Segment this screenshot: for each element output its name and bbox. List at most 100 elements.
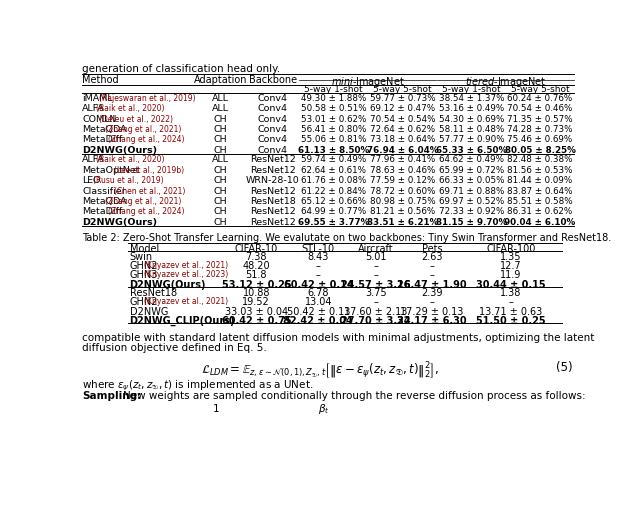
Text: Adaptation: Adaptation xyxy=(193,75,247,85)
Text: 61.76 ± 0.08%: 61.76 ± 0.08% xyxy=(301,176,367,185)
Text: Conv4: Conv4 xyxy=(258,94,288,103)
Text: (5): (5) xyxy=(556,361,573,373)
Text: (Zhang et al., 2021): (Zhang et al., 2021) xyxy=(105,125,182,134)
Text: 2.39: 2.39 xyxy=(421,288,443,298)
Text: –: – xyxy=(373,297,378,307)
Text: 49.30 ± 1.88%: 49.30 ± 1.88% xyxy=(301,94,367,103)
Text: 2.63: 2.63 xyxy=(421,252,443,262)
Text: Model: Model xyxy=(129,244,159,253)
Text: (Baik et al., 2020): (Baik et al., 2020) xyxy=(95,156,164,165)
Text: CH: CH xyxy=(214,176,227,185)
Text: 76.94 ± 6.04%: 76.94 ± 6.04% xyxy=(367,145,438,155)
Text: 77.59 ± 0.12%: 77.59 ± 0.12% xyxy=(370,176,435,185)
Text: 80.98 ± 0.75%: 80.98 ± 0.75% xyxy=(370,197,436,206)
Text: –: – xyxy=(316,270,321,280)
Text: 56.41 ± 0.80%: 56.41 ± 0.80% xyxy=(301,125,367,134)
Text: 73.18 ± 0.64%: 73.18 ± 0.64% xyxy=(370,135,435,144)
Text: diffusion objective defined in Eq. 5.: diffusion objective defined in Eq. 5. xyxy=(83,343,267,353)
Text: 90.04 ± 6.10%: 90.04 ± 6.10% xyxy=(504,218,575,227)
Text: 81.15 ± 9.70%: 81.15 ± 9.70% xyxy=(436,218,508,227)
Text: (Baik et al., 2020): (Baik et al., 2020) xyxy=(95,104,164,113)
Text: 81.44 ± 0.09%: 81.44 ± 0.09% xyxy=(508,176,573,185)
Text: 5.01: 5.01 xyxy=(365,252,387,262)
Text: (Rajeswaran et al., 2019): (Rajeswaran et al., 2019) xyxy=(99,94,195,103)
Text: –: – xyxy=(508,297,513,307)
Text: 72.33 ± 0.92%: 72.33 ± 0.92% xyxy=(439,207,504,216)
Text: 83.87 ± 0.64%: 83.87 ± 0.64% xyxy=(508,186,573,195)
Text: 17.60 ± 2.13: 17.60 ± 2.13 xyxy=(344,307,407,316)
Text: Pets: Pets xyxy=(422,244,442,253)
Text: (Lee et al., 2019b): (Lee et al., 2019b) xyxy=(115,166,184,175)
Text: 77.96 ± 0.41%: 77.96 ± 0.41% xyxy=(370,156,435,165)
Text: 85.51 ± 0.58%: 85.51 ± 0.58% xyxy=(507,197,573,206)
Text: ResNet12: ResNet12 xyxy=(250,186,296,195)
Text: 81.56 ± 0.53%: 81.56 ± 0.53% xyxy=(508,166,573,175)
Text: ALL: ALL xyxy=(212,156,228,165)
Text: (Knyazev et al., 2021): (Knyazev et al., 2021) xyxy=(144,261,228,270)
Text: 1.35: 1.35 xyxy=(500,252,522,262)
Text: –: – xyxy=(429,270,435,280)
Text: 5-way 5-shot: 5-way 5-shot xyxy=(374,85,432,95)
Text: D2NWG_CLIP(Ours): D2NWG_CLIP(Ours) xyxy=(129,316,235,326)
Text: iMAML: iMAML xyxy=(83,94,113,103)
Text: 80.05 ± 8.25%: 80.05 ± 8.25% xyxy=(504,145,575,155)
Text: 30.44 ± 0.15: 30.44 ± 0.15 xyxy=(476,280,546,290)
Text: 53.12 ± 0.25: 53.12 ± 0.25 xyxy=(221,280,291,290)
Text: (Zhang et al., 2021): (Zhang et al., 2021) xyxy=(105,197,182,206)
Text: MetaDiff: MetaDiff xyxy=(83,207,123,216)
Text: 32.17 ± 6.30: 32.17 ± 6.30 xyxy=(397,316,467,326)
Text: 55.06 ± 0.81%: 55.06 ± 0.81% xyxy=(301,135,367,144)
Text: ResNet12: ResNet12 xyxy=(250,218,296,227)
Text: 60.42 ± 0.75: 60.42 ± 0.75 xyxy=(221,316,291,326)
Text: 86.31 ± 0.62%: 86.31 ± 0.62% xyxy=(508,207,573,216)
Text: 66.33 ± 0.05%: 66.33 ± 0.05% xyxy=(439,176,504,185)
Text: Conv4: Conv4 xyxy=(258,145,288,155)
Text: CH: CH xyxy=(214,125,227,134)
Text: CH: CH xyxy=(214,115,227,124)
Text: CIFAR-10: CIFAR-10 xyxy=(235,244,278,253)
Text: (Knyazev et al., 2021): (Knyazev et al., 2021) xyxy=(144,297,228,306)
Text: 74.28 ± 0.73%: 74.28 ± 0.73% xyxy=(508,125,573,134)
Text: 13.71 ± 0.63: 13.71 ± 0.63 xyxy=(479,307,543,316)
Text: 71.35 ± 0.57%: 71.35 ± 0.57% xyxy=(507,115,573,124)
Text: ALL: ALL xyxy=(212,94,228,103)
Text: CH: CH xyxy=(214,218,227,227)
Text: 13.04: 13.04 xyxy=(305,297,332,307)
Text: 60.42 ± 0.14: 60.42 ± 0.14 xyxy=(284,280,353,290)
Text: 12.7: 12.7 xyxy=(500,261,522,271)
Text: 50.42 ± 0.13: 50.42 ± 0.13 xyxy=(287,307,350,316)
Text: 51.8: 51.8 xyxy=(246,270,267,280)
Text: (Chen et al., 2021): (Chen et al., 2021) xyxy=(115,186,186,195)
Text: 60.24 ± 0.76%: 60.24 ± 0.76% xyxy=(508,94,573,103)
Text: 61.22 ± 0.84%: 61.22 ± 0.84% xyxy=(301,186,366,195)
Text: Conv4: Conv4 xyxy=(258,125,288,134)
Text: 82.48 ± 0.38%: 82.48 ± 0.38% xyxy=(508,156,573,165)
Text: D2NWG(Ours): D2NWG(Ours) xyxy=(83,218,157,227)
Text: $\it{tiered}$-ImageNet: $\it{tiered}$-ImageNet xyxy=(465,75,546,89)
Text: 51.50 ± 0.25: 51.50 ± 0.25 xyxy=(476,316,546,326)
Text: 33.03 ± 0.04: 33.03 ± 0.04 xyxy=(225,307,288,316)
Text: 65.12 ± 0.66%: 65.12 ± 0.66% xyxy=(301,197,366,206)
Text: –: – xyxy=(429,297,435,307)
Text: Table 2: Zero-Shot Transfer Learning. We evalutate on two backbones: Tiny Swin T: Table 2: Zero-Shot Transfer Learning. We… xyxy=(83,233,612,243)
Text: (Rusu et al., 2019): (Rusu et al., 2019) xyxy=(93,176,163,185)
Text: (Zhang et al., 2024): (Zhang et al., 2024) xyxy=(108,135,185,144)
Text: ALFA: ALFA xyxy=(83,104,105,113)
Text: 53.16 ± 0.49%: 53.16 ± 0.49% xyxy=(439,104,504,113)
Text: CH: CH xyxy=(214,197,227,206)
Text: New weights are sampled conditionally through the reverse diffusion process as f: New weights are sampled conditionally th… xyxy=(124,391,586,400)
Text: 54.30 ± 0.69%: 54.30 ± 0.69% xyxy=(439,115,504,124)
Text: 6.78: 6.78 xyxy=(308,288,329,298)
Text: (Knyazev et al., 2023): (Knyazev et al., 2023) xyxy=(144,270,228,279)
Text: 70.54 ± 0.46%: 70.54 ± 0.46% xyxy=(508,104,573,113)
Text: ALFA: ALFA xyxy=(83,156,105,165)
Text: –: – xyxy=(373,261,378,271)
Text: ResNet12: ResNet12 xyxy=(250,207,296,216)
Text: 19.52: 19.52 xyxy=(243,297,270,307)
Text: 57.77 ± 0.90%: 57.77 ± 0.90% xyxy=(439,135,504,144)
Text: –: – xyxy=(429,261,435,271)
Text: STL-10: STL-10 xyxy=(301,244,335,253)
Text: ResNet18: ResNet18 xyxy=(129,288,177,298)
Text: 7.38: 7.38 xyxy=(246,252,267,262)
Text: Aircraft: Aircraft xyxy=(358,244,394,253)
